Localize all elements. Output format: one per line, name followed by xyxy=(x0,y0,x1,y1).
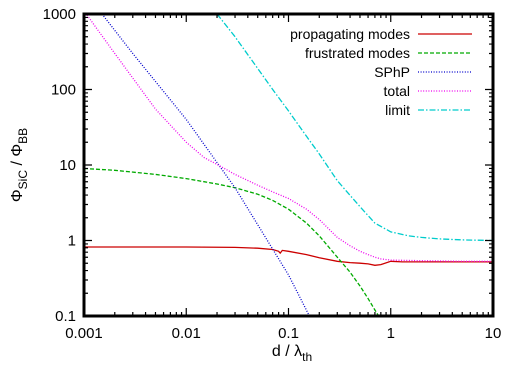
series-line-1 xyxy=(84,246,493,266)
legend: propagating modes frustrated modes SPhP tot… xyxy=(290,26,472,118)
series-line-5 xyxy=(216,14,493,242)
x-tick-label: 0.01 xyxy=(172,325,201,342)
axis-ticks xyxy=(83,14,493,317)
series-line-3 xyxy=(101,14,310,316)
legend-label: frustrated modes xyxy=(305,45,410,61)
y-tick-label: 100 xyxy=(51,82,76,99)
x-tick-label: 0.001 xyxy=(65,325,103,342)
y-tick-label: 1 xyxy=(68,233,76,250)
legend-label: SPhP xyxy=(374,64,410,80)
y-axis-tick-labels: 0.1 1 10 100 1000 xyxy=(43,6,76,325)
plot-area xyxy=(82,12,495,318)
legend-label: limit xyxy=(385,102,410,118)
y-tick-label: 1000 xyxy=(43,6,76,23)
series-line-4 xyxy=(85,14,493,262)
y-axis-title: ΦSiC / ΦBB xyxy=(9,128,30,202)
x-tick-label: 0.1 xyxy=(278,325,299,342)
series-layer xyxy=(84,14,493,316)
x-tick-label: 10 xyxy=(485,325,502,342)
legend-label: total xyxy=(384,83,410,99)
plot-frame xyxy=(82,12,495,318)
x-tick-label: 1 xyxy=(387,325,395,342)
series-line-2 xyxy=(84,167,380,316)
x-axis-title: d / λth xyxy=(272,343,312,364)
y-tick-label: 0.1 xyxy=(55,308,76,325)
legend-label: propagating modes xyxy=(290,26,410,42)
tick-marks xyxy=(83,14,493,317)
y-tick-label: 10 xyxy=(59,157,76,174)
x-axis-tick-labels: 0.001 0.01 0.1 1 10 xyxy=(65,325,501,342)
